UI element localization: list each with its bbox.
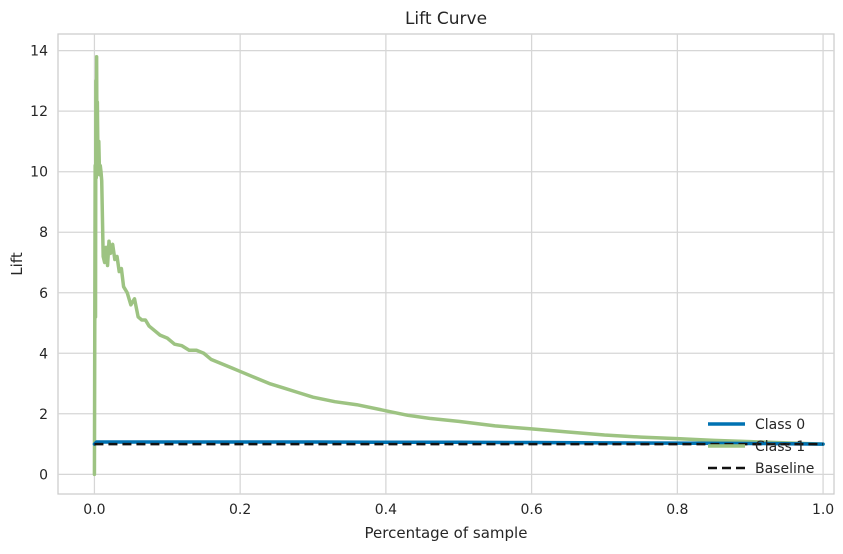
x-tick-label: 0.8 bbox=[666, 502, 688, 518]
y-tick-label: 8 bbox=[39, 225, 48, 241]
y-tick-label: 4 bbox=[39, 346, 48, 362]
x-tick-label: 0.2 bbox=[229, 502, 251, 518]
y-tick-label: 10 bbox=[30, 165, 48, 181]
legend: Class 0 Class 1 Baseline bbox=[708, 417, 814, 477]
x-tick-label: 0.4 bbox=[375, 502, 397, 518]
x-tick-label: 0.6 bbox=[520, 502, 542, 518]
y-tick-label: 12 bbox=[30, 104, 48, 120]
series-layer bbox=[92, 54, 825, 477]
series-line-class-1 bbox=[92, 54, 825, 477]
x-tick-label: 1.0 bbox=[812, 502, 834, 518]
x-axis-label: Percentage of sample bbox=[365, 524, 528, 542]
legend-label: Class 0 bbox=[755, 417, 805, 433]
x-tick-label: 0.0 bbox=[83, 502, 105, 518]
y-axis-label: Lift bbox=[8, 252, 26, 276]
y-tick-label: 2 bbox=[39, 407, 48, 423]
y-tick-label: 6 bbox=[39, 286, 48, 302]
y-tick-label: 0 bbox=[39, 467, 48, 483]
legend-label: Class 1 bbox=[755, 439, 805, 455]
chart-title: Lift Curve bbox=[405, 9, 487, 29]
y-tick-label: 14 bbox=[30, 44, 48, 60]
series-line-class-0 bbox=[92, 440, 825, 446]
legend-label: Baseline bbox=[755, 461, 814, 477]
tick-layer: 0.0 0.2 0.4 0.6 0.8 1.0 0 2 4 6 8 10 12 14 bbox=[30, 44, 834, 518]
